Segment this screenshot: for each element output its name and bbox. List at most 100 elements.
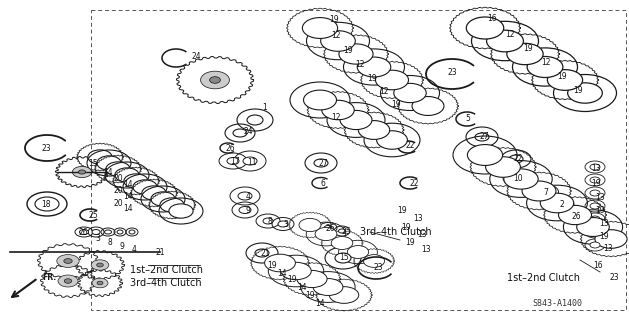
Ellipse shape <box>255 249 269 257</box>
Ellipse shape <box>106 162 130 176</box>
Ellipse shape <box>92 278 108 288</box>
Ellipse shape <box>64 259 72 263</box>
Text: 13: 13 <box>413 213 423 222</box>
Text: 16: 16 <box>593 260 603 269</box>
Ellipse shape <box>590 203 600 209</box>
Ellipse shape <box>227 157 239 164</box>
Ellipse shape <box>559 205 591 225</box>
Ellipse shape <box>72 166 92 178</box>
Text: 8: 8 <box>108 237 113 246</box>
Text: 3rd–4th Clutch: 3rd–4th Clutch <box>360 227 431 237</box>
Ellipse shape <box>315 228 337 241</box>
Ellipse shape <box>507 43 543 65</box>
Ellipse shape <box>58 275 78 287</box>
Text: 19: 19 <box>287 276 297 284</box>
Text: 20: 20 <box>113 198 123 207</box>
Ellipse shape <box>329 287 359 303</box>
Ellipse shape <box>278 221 288 227</box>
Ellipse shape <box>540 193 574 213</box>
Text: 14: 14 <box>277 268 287 277</box>
Ellipse shape <box>79 229 89 235</box>
Text: 19: 19 <box>329 14 339 23</box>
Ellipse shape <box>281 262 311 280</box>
Text: 27: 27 <box>479 132 489 140</box>
Ellipse shape <box>394 84 426 103</box>
Ellipse shape <box>568 83 603 103</box>
Text: 14: 14 <box>315 299 325 308</box>
Ellipse shape <box>97 281 103 285</box>
Text: 13: 13 <box>421 244 431 253</box>
Text: 13: 13 <box>417 229 427 238</box>
Ellipse shape <box>467 145 503 165</box>
Ellipse shape <box>104 230 111 234</box>
Ellipse shape <box>209 77 220 83</box>
Text: 20: 20 <box>113 173 123 182</box>
Ellipse shape <box>303 18 338 38</box>
Ellipse shape <box>339 44 373 64</box>
Ellipse shape <box>201 71 230 89</box>
Ellipse shape <box>340 110 372 130</box>
Text: 15: 15 <box>88 158 98 167</box>
Ellipse shape <box>338 229 345 233</box>
Text: 14: 14 <box>297 284 307 292</box>
Ellipse shape <box>509 155 523 163</box>
Ellipse shape <box>595 230 627 248</box>
Ellipse shape <box>233 129 247 137</box>
Text: 11: 11 <box>247 157 257 166</box>
Text: S843-A1400: S843-A1400 <box>532 299 582 308</box>
Text: 1: 1 <box>263 102 267 111</box>
Ellipse shape <box>97 263 103 267</box>
Text: 19: 19 <box>343 45 353 54</box>
Text: 9: 9 <box>120 242 125 251</box>
Text: 23: 23 <box>41 143 51 153</box>
Text: 26: 26 <box>325 223 335 233</box>
Ellipse shape <box>412 97 444 116</box>
Text: 18: 18 <box>42 199 51 209</box>
Ellipse shape <box>115 168 139 182</box>
Ellipse shape <box>590 190 600 196</box>
Text: 3: 3 <box>96 234 101 243</box>
Text: 13: 13 <box>591 164 601 172</box>
Ellipse shape <box>243 157 257 165</box>
Ellipse shape <box>314 159 328 167</box>
Text: 14: 14 <box>123 191 133 201</box>
Text: 23: 23 <box>373 263 383 273</box>
Ellipse shape <box>265 254 296 272</box>
Ellipse shape <box>539 188 551 196</box>
Text: 17: 17 <box>230 156 240 165</box>
Text: FR.: FR. <box>42 274 56 283</box>
Ellipse shape <box>522 181 556 201</box>
Text: 12: 12 <box>331 30 341 39</box>
Text: 12: 12 <box>355 60 365 68</box>
Ellipse shape <box>299 219 321 232</box>
Text: 8: 8 <box>267 217 272 226</box>
Ellipse shape <box>79 170 86 174</box>
Text: 19: 19 <box>557 71 567 81</box>
Ellipse shape <box>590 216 600 222</box>
Ellipse shape <box>357 57 391 77</box>
Ellipse shape <box>35 197 59 211</box>
Text: 3: 3 <box>284 220 289 228</box>
Text: 19: 19 <box>523 44 533 52</box>
Text: 26: 26 <box>225 143 235 153</box>
Ellipse shape <box>590 229 600 235</box>
Text: 12: 12 <box>541 58 551 67</box>
Ellipse shape <box>124 174 148 188</box>
Text: 19: 19 <box>595 205 605 214</box>
Text: 21: 21 <box>260 250 270 259</box>
Text: 6: 6 <box>321 179 325 188</box>
Ellipse shape <box>57 255 79 268</box>
Text: 19: 19 <box>591 179 601 188</box>
Ellipse shape <box>117 230 123 234</box>
Ellipse shape <box>590 164 600 170</box>
Text: 19: 19 <box>391 100 401 108</box>
Text: 24: 24 <box>243 126 253 135</box>
Text: 7: 7 <box>543 188 548 196</box>
Text: 12: 12 <box>331 113 341 122</box>
Text: 22: 22 <box>409 179 419 188</box>
Text: 4: 4 <box>131 244 136 253</box>
Ellipse shape <box>88 150 112 164</box>
Ellipse shape <box>238 192 252 200</box>
Ellipse shape <box>570 214 581 220</box>
Text: 19: 19 <box>305 291 314 300</box>
